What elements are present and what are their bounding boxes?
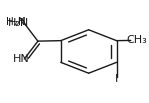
Text: H₂N: H₂N bbox=[6, 17, 26, 27]
Text: I: I bbox=[115, 74, 118, 84]
Text: H₂N: H₂N bbox=[8, 18, 29, 28]
Text: H: H bbox=[18, 17, 26, 27]
Text: CH₃: CH₃ bbox=[126, 35, 147, 45]
Text: HN: HN bbox=[13, 54, 30, 64]
